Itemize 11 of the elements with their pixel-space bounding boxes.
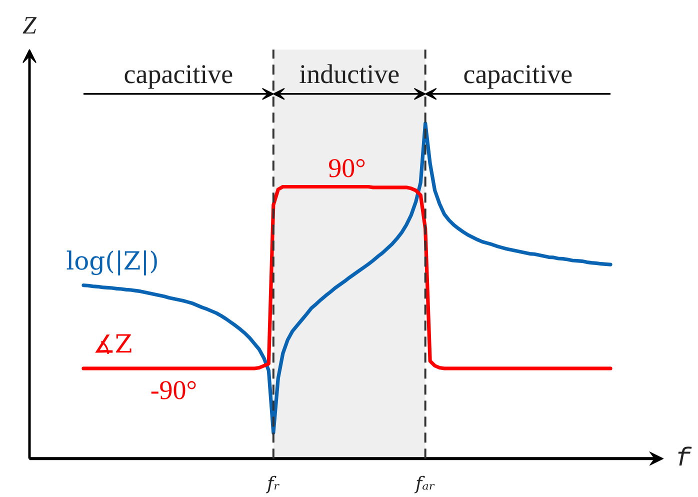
y-axis-title: Z [22, 12, 38, 40]
text: capacitive [124, 58, 234, 89]
x-tick-label: fᵣ [264, 474, 280, 494]
text: capacitive [463, 58, 573, 89]
series-label: log(|Z|) [66, 246, 159, 276]
band-label: inductive [299, 58, 400, 89]
series-label: ∡Z [92, 329, 132, 358]
x-axis-title: f [676, 444, 692, 474]
annotation: -90° [150, 375, 198, 406]
annotation: 90° [328, 153, 366, 184]
x-tick-label: fₐᵣ [414, 474, 436, 494]
